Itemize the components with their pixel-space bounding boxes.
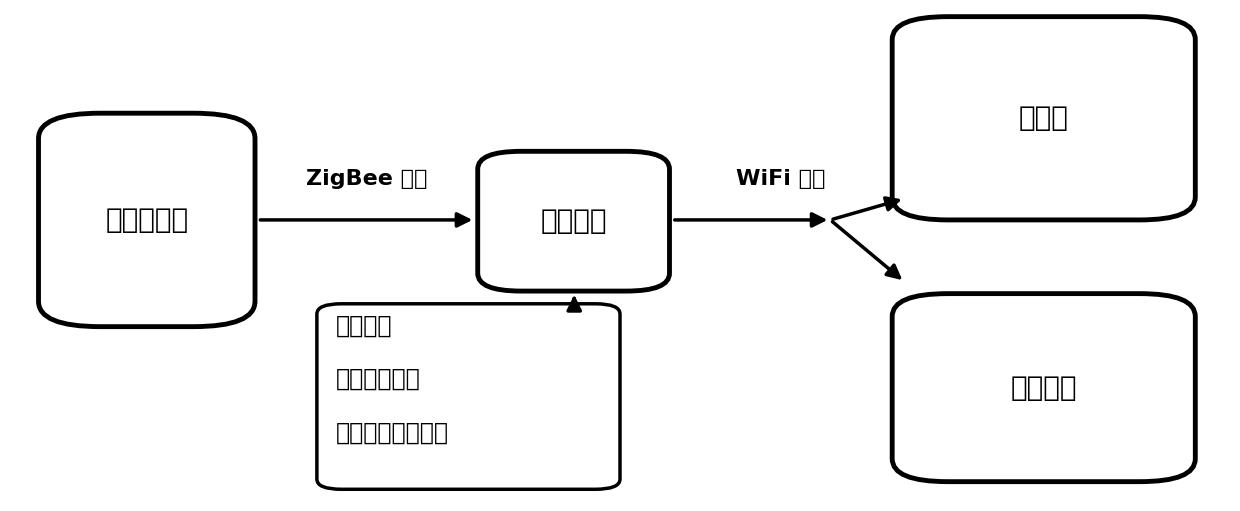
Text: 控制系统: 控制系统 [541,207,606,235]
Text: 对应温度曲线: 对应温度曲线 [336,367,420,391]
FancyBboxPatch shape [317,304,620,489]
FancyBboxPatch shape [893,294,1195,482]
Text: 显示屏: 显示屏 [1019,104,1069,132]
Text: 用餐高峰期时间段: 用餐高峰期时间段 [336,421,449,445]
FancyBboxPatch shape [38,113,255,327]
Text: ZigBee 模块: ZigBee 模块 [306,169,427,189]
Text: 收银系统: 收银系统 [1011,374,1078,402]
Text: 餐品代码: 餐品代码 [336,314,392,338]
FancyBboxPatch shape [477,151,670,291]
Text: WiFi 模块: WiFi 模块 [737,169,826,189]
Text: 温度传感器: 温度传感器 [105,206,188,234]
FancyBboxPatch shape [893,17,1195,220]
